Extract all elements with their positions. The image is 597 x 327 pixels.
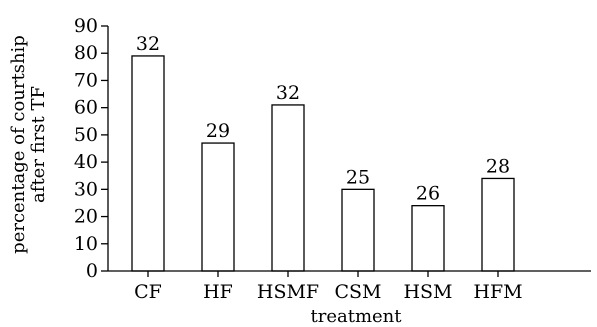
x-tick-label: HFM bbox=[473, 281, 522, 303]
bar bbox=[341, 188, 375, 272]
bar bbox=[131, 55, 165, 272]
bar-data-label: 32 bbox=[276, 82, 300, 104]
bar-data-label: 26 bbox=[416, 183, 440, 205]
x-tick-label: CF bbox=[134, 281, 162, 303]
bar bbox=[481, 177, 515, 272]
x-axis-title: treatment bbox=[310, 306, 402, 327]
y-tick-label: 0 bbox=[86, 260, 98, 282]
bar bbox=[201, 142, 235, 272]
x-tick-label: HSM bbox=[403, 281, 452, 303]
x-tick-label: HF bbox=[203, 281, 233, 303]
y-tick-label: 80 bbox=[74, 42, 98, 64]
y-tick-label: 50 bbox=[74, 124, 98, 146]
bars: 32 29 32 25 26 28 bbox=[131, 33, 515, 272]
y-tick-label: 70 bbox=[74, 69, 98, 91]
bar-data-label: 32 bbox=[136, 33, 160, 55]
y-axis-title-text: percentage of courtshipafter first TF bbox=[8, 35, 49, 254]
axes bbox=[107, 26, 591, 272]
y-tick-label: 90 bbox=[74, 15, 98, 37]
y-axis-ticks: 0 10 20 30 40 50 60 70 80 90 bbox=[74, 15, 108, 282]
x-tick-label: HSMF bbox=[257, 281, 319, 303]
y-tick-label: 10 bbox=[74, 233, 98, 255]
y-tick-label: 60 bbox=[74, 97, 98, 119]
y-axis-title-line: after first TF bbox=[28, 86, 49, 203]
y-tick-label: 30 bbox=[74, 178, 98, 200]
bar bbox=[411, 205, 445, 272]
y-axis-title: percentage of courtshipafter first TF bbox=[8, 35, 49, 254]
bar-data-label: 29 bbox=[206, 120, 230, 142]
x-tick-label: CSM bbox=[334, 281, 381, 303]
x-axis-tick-labels: CF HF HSMF CSM HSM HFM bbox=[134, 271, 523, 303]
bar-data-label: 28 bbox=[486, 155, 510, 177]
y-axis-title-line: percentage of courtship bbox=[8, 35, 29, 254]
y-tick-label: 40 bbox=[74, 151, 98, 173]
y-tick-label: 20 bbox=[74, 206, 98, 228]
bar-data-label: 25 bbox=[346, 166, 370, 188]
bar bbox=[271, 104, 305, 272]
